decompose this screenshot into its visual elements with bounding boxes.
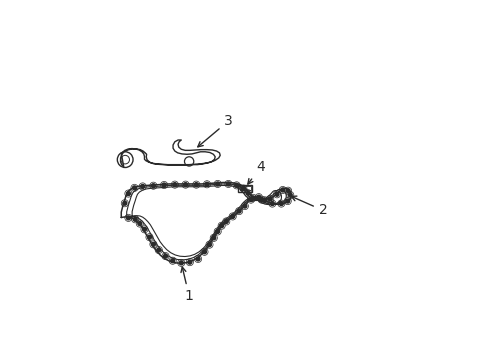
Circle shape	[241, 186, 245, 190]
Circle shape	[211, 236, 215, 240]
Circle shape	[170, 259, 174, 263]
Circle shape	[196, 257, 200, 261]
Circle shape	[179, 261, 183, 265]
Circle shape	[162, 183, 166, 187]
Circle shape	[274, 192, 278, 196]
Circle shape	[187, 260, 191, 264]
Circle shape	[234, 183, 238, 187]
Circle shape	[133, 217, 137, 221]
Circle shape	[280, 188, 284, 192]
Circle shape	[138, 222, 142, 226]
Bar	[238, 185, 251, 192]
Circle shape	[268, 197, 272, 201]
Circle shape	[287, 193, 292, 197]
Circle shape	[285, 199, 289, 203]
Circle shape	[151, 184, 155, 188]
Circle shape	[230, 215, 234, 219]
Circle shape	[215, 182, 219, 186]
Circle shape	[204, 182, 208, 186]
Circle shape	[147, 235, 151, 239]
Circle shape	[207, 243, 211, 247]
Circle shape	[151, 242, 155, 246]
Circle shape	[270, 202, 274, 206]
Circle shape	[219, 224, 223, 228]
Circle shape	[215, 229, 219, 233]
Text: 4: 4	[247, 161, 264, 184]
Circle shape	[226, 182, 230, 186]
Bar	[240, 186, 250, 190]
Circle shape	[132, 186, 136, 190]
Circle shape	[248, 198, 252, 202]
Circle shape	[173, 183, 177, 186]
Text: 2: 2	[291, 196, 327, 217]
Circle shape	[279, 202, 283, 206]
Circle shape	[256, 195, 260, 199]
Circle shape	[202, 250, 206, 254]
Circle shape	[157, 248, 161, 252]
Circle shape	[141, 184, 144, 188]
Circle shape	[194, 183, 198, 186]
Circle shape	[126, 216, 130, 220]
Circle shape	[142, 227, 146, 231]
Circle shape	[224, 220, 228, 224]
Circle shape	[183, 183, 187, 186]
Circle shape	[245, 191, 249, 195]
Circle shape	[251, 196, 255, 200]
Circle shape	[163, 254, 167, 258]
Text: 1: 1	[181, 267, 193, 303]
Circle shape	[285, 189, 289, 193]
Circle shape	[263, 198, 266, 202]
Text: 3: 3	[197, 114, 232, 147]
Circle shape	[243, 204, 246, 208]
Circle shape	[122, 201, 126, 205]
Circle shape	[259, 198, 263, 202]
Circle shape	[126, 192, 130, 195]
Circle shape	[237, 209, 241, 213]
